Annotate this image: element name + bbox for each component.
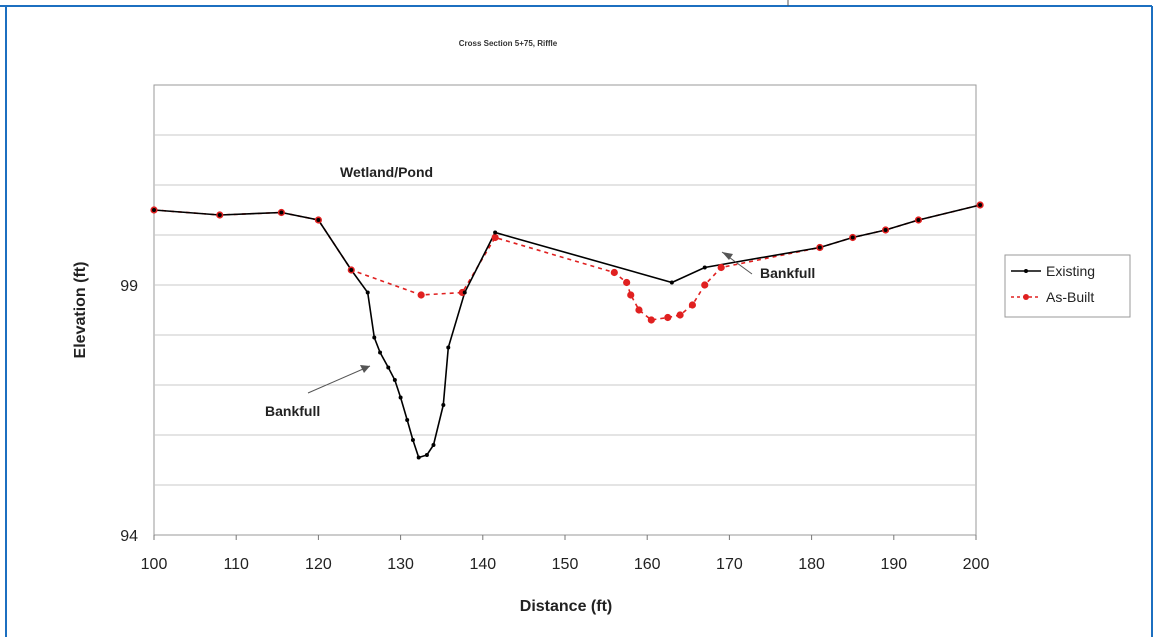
as-built-point (664, 313, 672, 322)
x-tick-label: 170 (716, 556, 743, 573)
as-built-point (676, 311, 684, 319)
legend-box (1004, 254, 1131, 318)
as-built-point (688, 301, 697, 309)
existing-point (431, 443, 436, 447)
legend-existing-label: Existing (1046, 263, 1095, 279)
x-tick-label: 180 (798, 556, 825, 573)
annotation-arrow-right (721, 251, 753, 275)
existing-point (410, 438, 415, 442)
annotation-wetland-pond: Wetland/Pond (340, 164, 433, 180)
as-built-point (701, 281, 709, 289)
legend: Existing As-Built (1004, 254, 1131, 318)
existing-point (279, 210, 284, 215)
existing-point (316, 218, 321, 222)
series-layer (150, 201, 984, 460)
existing-point (462, 290, 467, 295)
legend-asbuilt-label: As-Built (1046, 289, 1094, 305)
as-built-point (717, 263, 725, 272)
as-built-point (647, 316, 655, 324)
existing-point (669, 280, 674, 285)
x-tick-label: 130 (387, 556, 414, 573)
existing-point (441, 403, 446, 407)
annotation-bankfull-right: Bankfull (760, 265, 815, 281)
as-built-point (627, 291, 635, 299)
x-tick-label: 120 (305, 556, 332, 573)
existing-point (365, 290, 370, 295)
existing-point (152, 208, 156, 212)
existing-point (493, 230, 498, 235)
existing-point (424, 453, 429, 457)
as-built-point (635, 306, 643, 314)
y-tick-label: 99 (120, 278, 138, 295)
y-axis-title: Elevation (ft) (72, 262, 89, 359)
x-axis-title: Distance (ft) (520, 598, 612, 615)
y-axis-ticks: 94 99 (120, 278, 138, 545)
existing-point (392, 378, 397, 382)
existing-point (398, 395, 403, 400)
existing-point (850, 235, 855, 240)
annotation-arrow-left (307, 365, 371, 394)
x-tick-label: 150 (552, 556, 579, 573)
existing-point (916, 218, 921, 222)
legend-existing-marker (1024, 269, 1028, 273)
existing-point (817, 245, 822, 250)
existing-point (405, 418, 410, 422)
existing-point (883, 228, 888, 232)
as-built-point (610, 268, 618, 277)
x-tick-label: 190 (880, 556, 907, 573)
plot-area (153, 84, 977, 536)
existing-point (386, 365, 391, 370)
x-axis-ticks: 100 110 120 130 140 150 160 170 180 190 200 (141, 535, 990, 573)
x-tick-label: 110 (223, 556, 249, 573)
existing-point (349, 268, 354, 272)
as-built-point (417, 291, 425, 299)
x-tick-label: 160 (634, 556, 661, 573)
gridlines (154, 134, 976, 486)
x-tick-label: 140 (469, 556, 496, 573)
existing-point (372, 335, 377, 340)
existing-point (217, 213, 222, 217)
as-built-point (491, 233, 499, 242)
existing-point (446, 345, 451, 350)
chart-title: Cross Section 5+75, Riffle (459, 39, 558, 48)
annotation-bankfull-left: Bankfull (265, 403, 320, 419)
as-built-point (623, 278, 631, 287)
existing-point (416, 455, 421, 460)
y-tick-label: 94 (120, 528, 138, 545)
existing-point (378, 350, 383, 355)
legend-asbuilt-marker (1023, 294, 1029, 300)
x-tick-label: 100 (141, 556, 168, 573)
x-tick-label: 200 (963, 556, 990, 573)
existing-point (702, 265, 707, 270)
existing-point (978, 203, 983, 207)
